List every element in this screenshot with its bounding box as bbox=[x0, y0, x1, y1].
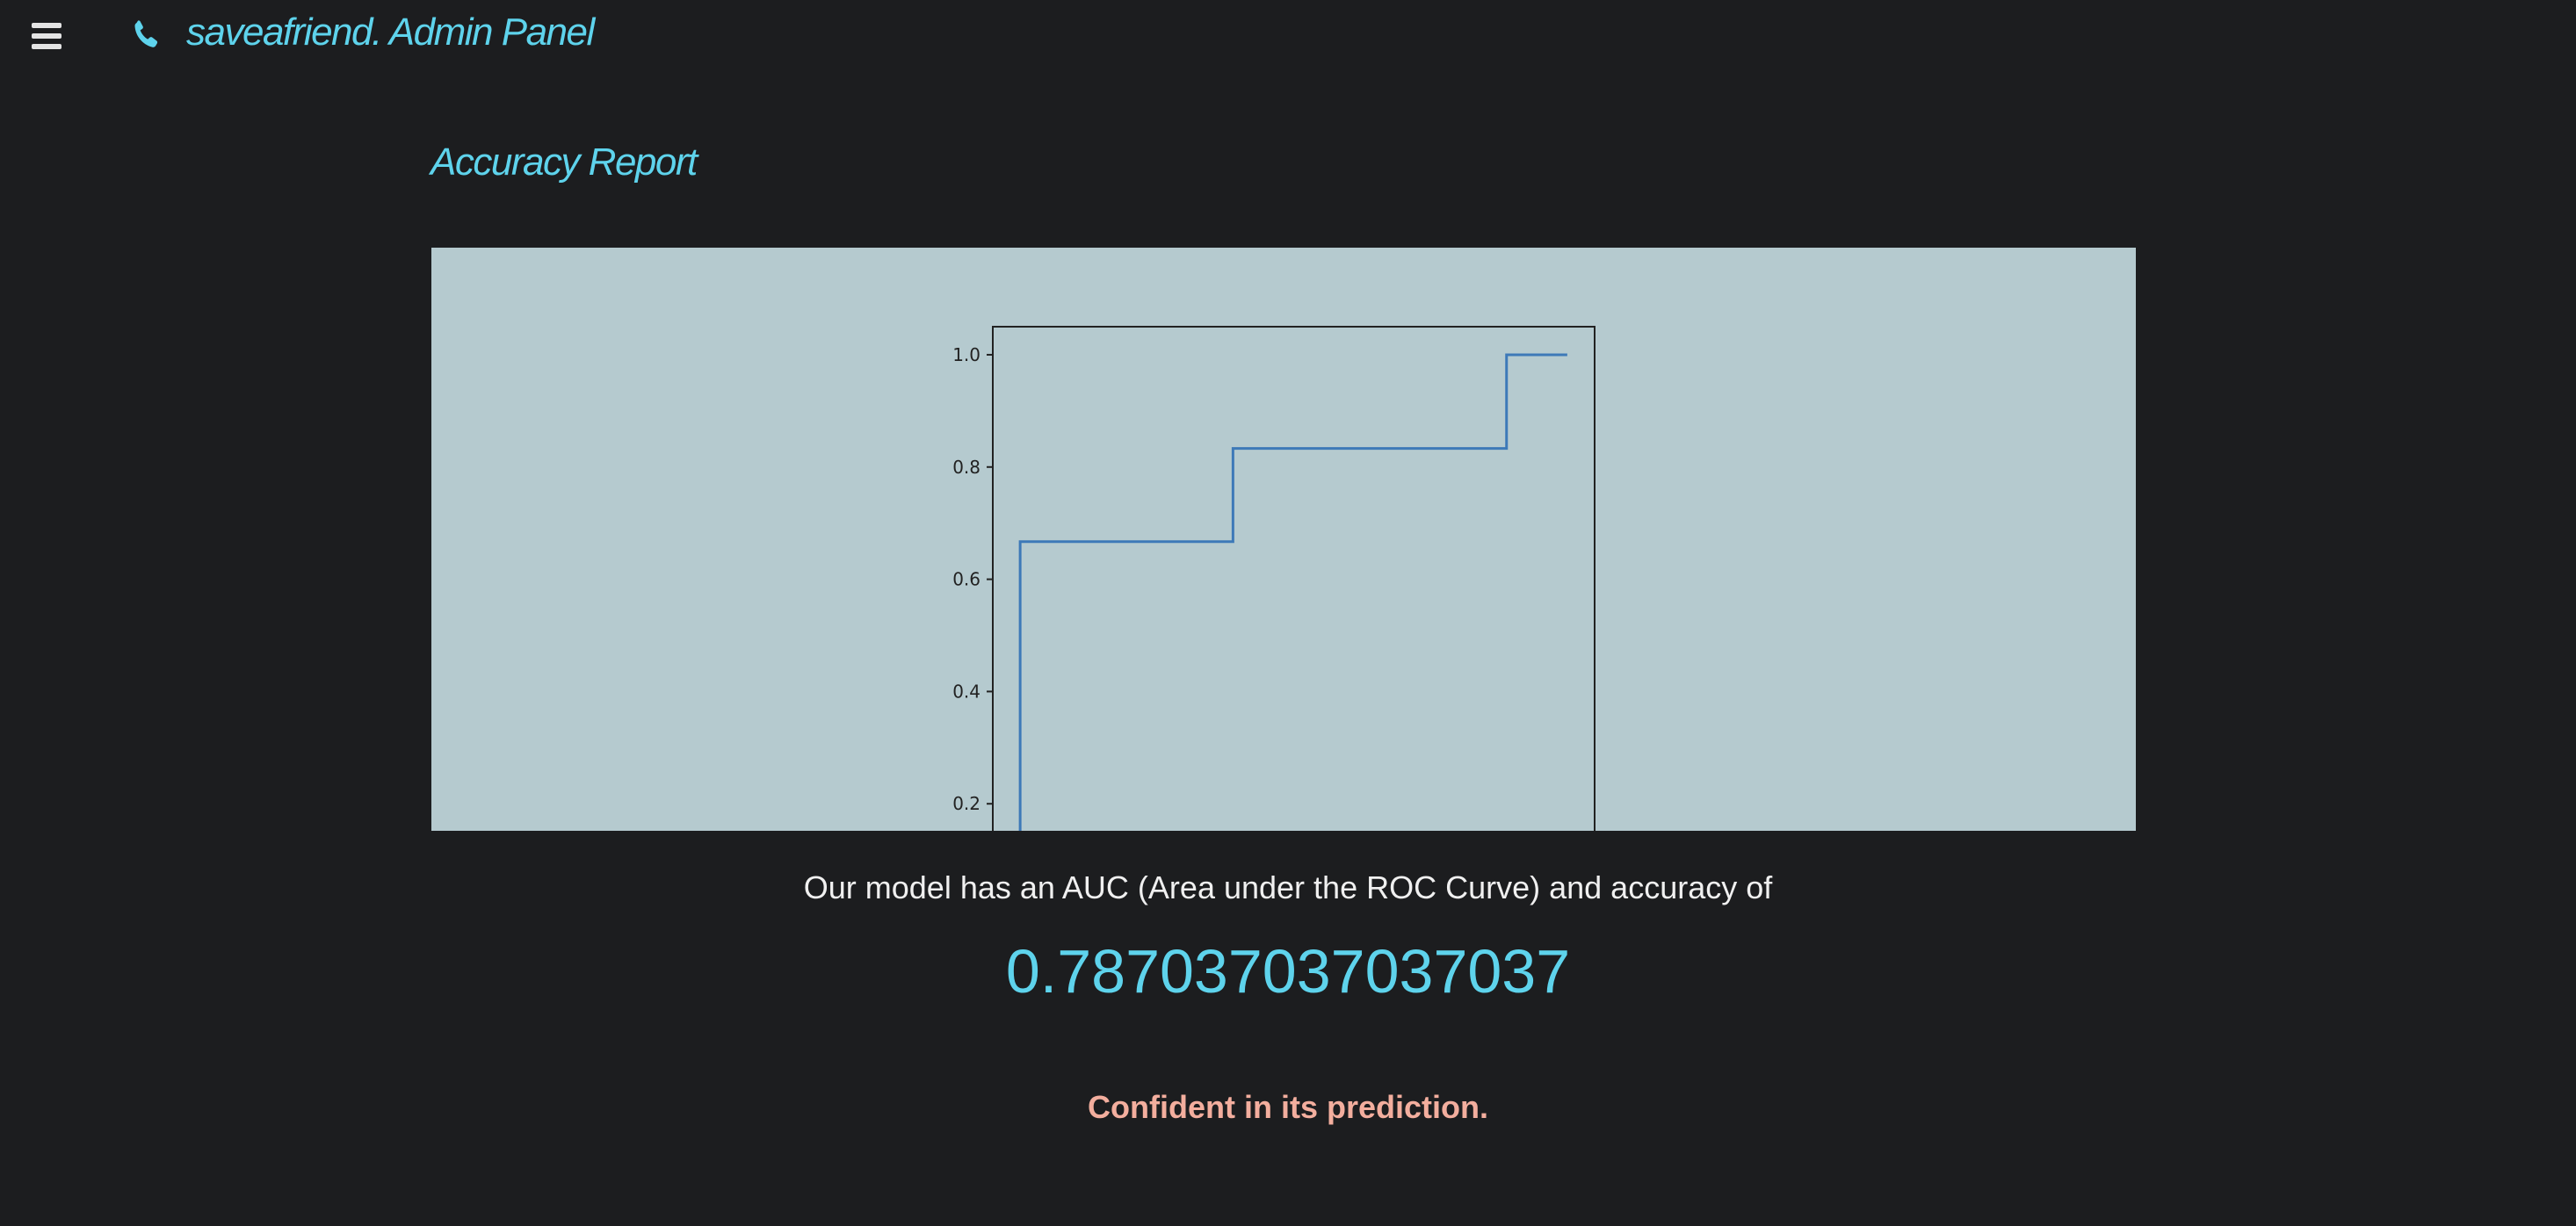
roc-chart: 0.00.20.40.60.81.00.00.20.40.60.81.0 bbox=[952, 326, 1596, 831]
roc-chart-panel: 0.00.20.40.60.81.00.00.20.40.60.81.0 bbox=[431, 248, 2136, 831]
confidence-verdict: Confident in its prediction. bbox=[1088, 1089, 1488, 1125]
hamburger-icon-bar bbox=[32, 44, 62, 49]
auc-description: Our model has an AUC (Area under the ROC… bbox=[803, 869, 1773, 905]
y-tick-label: 0.2 bbox=[952, 793, 980, 814]
hamburger-icon-bar bbox=[32, 23, 62, 28]
axes-frame bbox=[992, 326, 1596, 831]
hamburger-menu-button[interactable] bbox=[32, 23, 62, 49]
app-title[interactable]: saveafriend. Admin Panel bbox=[186, 11, 595, 54]
y-tick-label: 1.0 bbox=[952, 344, 980, 365]
y-tick-label: 0.8 bbox=[952, 457, 980, 478]
auc-value: 0.787037037037037 bbox=[1005, 937, 1571, 1006]
y-tick-label: 0.4 bbox=[952, 681, 980, 702]
phone-icon bbox=[134, 20, 158, 47]
y-tick-label: 0.6 bbox=[952, 569, 980, 590]
roc-curve-line bbox=[1018, 353, 1567, 831]
page-title: Accuracy Report bbox=[431, 141, 698, 184]
hamburger-icon-bar bbox=[32, 33, 62, 39]
